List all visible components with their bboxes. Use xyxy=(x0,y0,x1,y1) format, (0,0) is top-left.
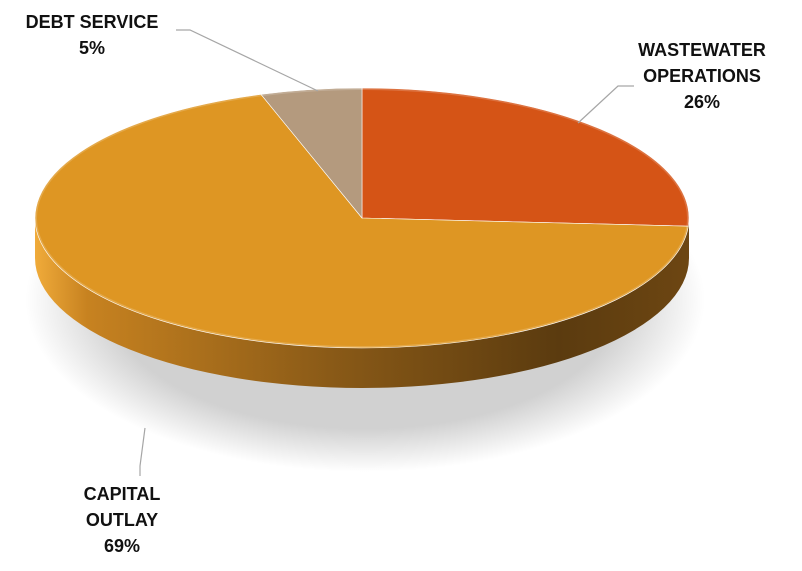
slice-name: OUTLAY xyxy=(86,510,158,530)
slice-label-capital-outlay: CAPITAL OUTLAY 69% xyxy=(84,484,161,556)
slice-percent: 5% xyxy=(79,38,105,58)
slice-percent: 26% xyxy=(684,92,720,112)
slice-label-debt-service: DEBT SERVICE 5% xyxy=(26,12,159,58)
leader-line-wastewater-operations xyxy=(577,85,634,124)
slice-percent: 69% xyxy=(104,536,140,556)
pie-rim xyxy=(35,88,689,348)
slice-label-wastewater-operations: WASTEWATER OPERATIONS 26% xyxy=(638,40,766,112)
leader-line-debt-service xyxy=(176,29,319,92)
slice-name: DEBT SERVICE xyxy=(26,12,159,32)
slice-name: OPERATIONS xyxy=(643,66,761,86)
pie-side-wall xyxy=(35,218,689,388)
slice-name: CAPITAL xyxy=(84,484,161,504)
pie-top xyxy=(34,87,690,349)
slice-labels: WASTEWATER OPERATIONS 26% CAPITAL OUTLAY 69% D… xyxy=(26,12,766,556)
slice-name: WASTEWATER xyxy=(638,40,766,60)
pie-slice-wastewater-operations xyxy=(361,87,690,227)
pie-slice-debt-service xyxy=(260,87,363,219)
pie-side xyxy=(35,218,689,388)
pie-slice-capital-outlay xyxy=(34,94,689,349)
leader-lines xyxy=(139,29,634,476)
leader-line-capital-outlay xyxy=(139,427,146,476)
